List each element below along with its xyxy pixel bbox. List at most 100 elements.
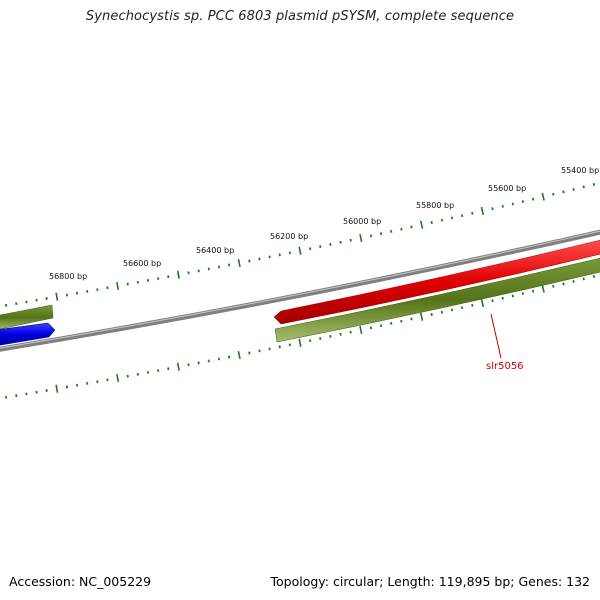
- plasmid-backbone: [0, 229, 600, 352]
- minor-tick: [379, 232, 383, 236]
- minor-tick: [126, 374, 129, 378]
- minor-tick: [339, 240, 342, 244]
- orf-feature-forward[interactable]: [274, 257, 600, 343]
- minor-tick: [440, 218, 444, 222]
- minor-tick: [531, 197, 535, 201]
- minor-tick: [309, 247, 312, 251]
- minor-tick: [106, 286, 109, 290]
- minor-tick: [582, 185, 585, 189]
- minor-tick: [106, 378, 109, 382]
- minor-tick: [562, 190, 565, 194]
- minor-tick: [258, 349, 261, 353]
- minor-tick: [582, 277, 585, 281]
- minor-tick: [400, 319, 403, 323]
- major-tick: [359, 325, 363, 335]
- gene-label-leader: [490, 313, 502, 359]
- minor-tick: [430, 220, 433, 225]
- minor-tick: [278, 345, 281, 349]
- major-tick: [237, 350, 241, 360]
- minor-tick: [167, 275, 170, 279]
- minor-tick: [248, 259, 251, 263]
- scale-label: 56800 bp: [49, 272, 87, 281]
- gene-label-slr5056[interactable]: slr5056: [486, 361, 524, 372]
- minor-tick: [521, 292, 525, 296]
- minor-tick: [491, 299, 494, 303]
- minor-tick: [268, 255, 271, 259]
- minor-tick: [349, 238, 352, 242]
- major-tick: [55, 292, 59, 301]
- minor-tick: [45, 389, 48, 392]
- outer-scale-ticks: [5, 182, 596, 307]
- minor-tick: [592, 274, 596, 279]
- major-tick: [541, 284, 545, 293]
- minor-tick: [501, 204, 504, 208]
- minor-tick: [369, 326, 373, 330]
- minor-tick: [450, 216, 454, 220]
- minor-tick: [258, 257, 261, 261]
- scale-labels: 55400 bp 55600 bp 55800 bp 56000 bp 5620…: [49, 166, 599, 281]
- minor-tick: [65, 293, 69, 297]
- minor-tick: [278, 253, 281, 257]
- major-tick: [419, 220, 424, 229]
- minor-tick: [339, 332, 342, 336]
- minor-tick: [288, 343, 291, 347]
- scale-label: 56200 bp: [270, 232, 308, 241]
- minor-tick: [157, 277, 160, 280]
- minor-tick: [329, 334, 332, 338]
- minor-tick: [572, 279, 575, 283]
- major-tick: [480, 298, 485, 308]
- minor-tick: [349, 330, 352, 334]
- major-tick: [419, 312, 424, 321]
- minor-tick: [410, 225, 413, 229]
- minor-tick: [471, 211, 474, 215]
- minor-tick: [511, 294, 514, 298]
- minor-tick: [592, 182, 596, 187]
- minor-tick: [309, 339, 312, 343]
- minor-tick: [96, 380, 99, 384]
- orf-feature-left[interactable]: [0, 304, 54, 330]
- minor-tick: [197, 269, 200, 273]
- minor-tick: [136, 280, 139, 284]
- minor-tick: [562, 282, 565, 286]
- major-tick: [176, 270, 180, 279]
- minor-tick: [319, 245, 322, 248]
- inner-scale-ticks: [5, 274, 596, 399]
- scale-label: 56000 bp: [343, 217, 381, 226]
- minor-tick: [460, 306, 464, 310]
- minor-tick: [531, 289, 535, 293]
- genome-stats-text: Topology: circular; Length: 119,895 bp; …: [270, 574, 591, 589]
- major-tick: [480, 206, 485, 216]
- map-title: Synechocystis sp. PCC 6803 plasmid pSYSM…: [85, 9, 515, 24]
- minor-tick: [450, 308, 454, 312]
- minor-tick: [35, 298, 38, 302]
- minor-tick: [460, 214, 464, 218]
- minor-tick: [521, 200, 525, 204]
- minor-tick: [187, 271, 190, 275]
- minor-tick: [45, 297, 48, 300]
- forward-cds-feature[interactable]: [273, 239, 600, 325]
- scale-label: 56600 bp: [123, 259, 161, 268]
- reverse-cds-feature[interactable]: [0, 322, 56, 346]
- minor-tick: [430, 312, 433, 317]
- minor-tick: [227, 263, 231, 267]
- minor-tick: [248, 351, 251, 355]
- major-tick: [237, 258, 241, 268]
- minor-tick: [410, 317, 413, 321]
- minor-tick: [75, 291, 79, 295]
- minor-tick: [136, 372, 139, 376]
- minor-tick: [390, 229, 393, 233]
- minor-tick: [167, 367, 170, 371]
- minor-tick: [501, 296, 504, 300]
- minor-tick: [552, 284, 555, 288]
- minor-tick: [227, 355, 231, 359]
- minor-tick: [379, 324, 383, 328]
- scale-label: 55400 bp: [561, 166, 599, 175]
- minor-tick: [65, 385, 69, 389]
- minor-tick: [491, 207, 494, 211]
- scale-label: 56400 bp: [196, 246, 234, 255]
- minor-tick: [390, 321, 393, 325]
- plasmid-backbone-highlight: [0, 230, 600, 349]
- minor-tick: [288, 251, 291, 255]
- major-tick: [55, 384, 59, 393]
